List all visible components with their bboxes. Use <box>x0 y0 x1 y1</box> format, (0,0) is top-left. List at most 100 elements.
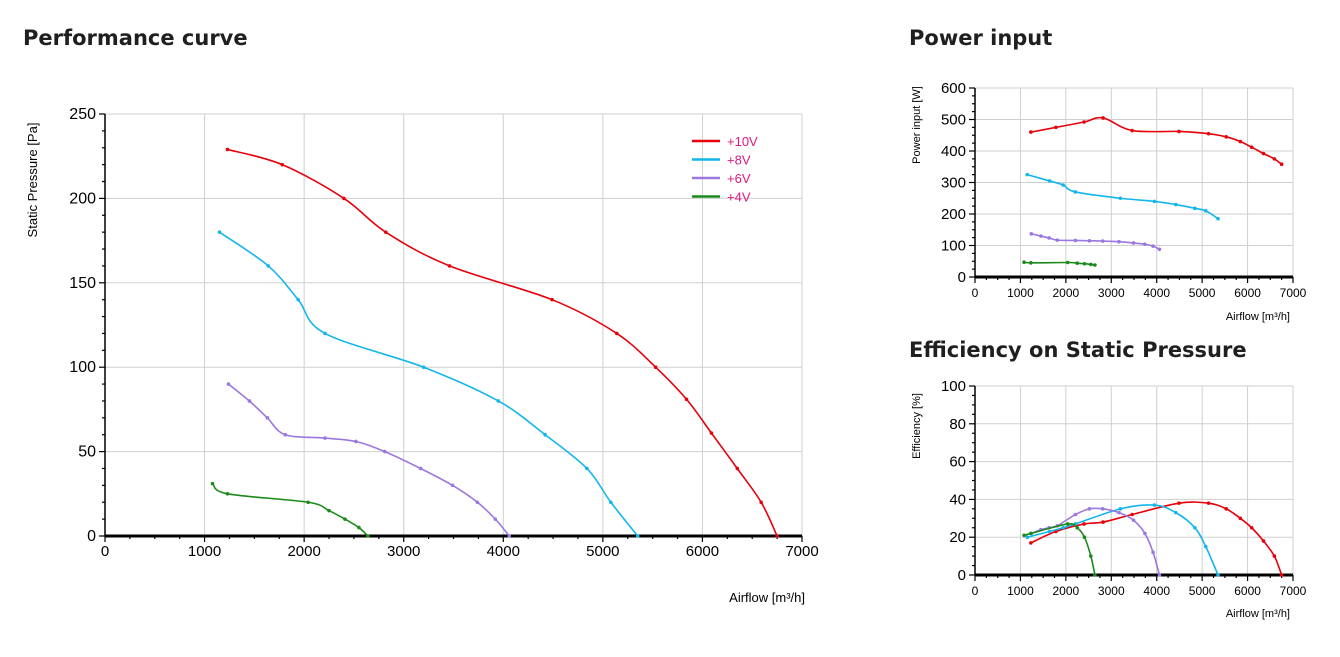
power-data-point <box>1238 139 1243 144</box>
performance-data-point <box>247 399 252 403</box>
power-data-point <box>1101 116 1105 120</box>
efficiency-x-tick-label: 0 <box>972 584 979 598</box>
performance-x-tick-label: 6000 <box>686 543 719 560</box>
efficiency-y-axis-label: Efficiency [%] <box>911 393 923 459</box>
power-data-point <box>1073 238 1078 243</box>
performance-data-point <box>210 481 215 486</box>
power-y-tick-label: 200 <box>941 206 966 223</box>
efficiency-data-point <box>1118 507 1123 511</box>
efficiency-data-point <box>1131 518 1136 522</box>
efficiency-data-point <box>1249 525 1254 530</box>
efficiency-data-point <box>1100 507 1105 511</box>
power-series-plus-10v <box>1029 116 1284 167</box>
efficiency-data-point <box>1089 554 1093 558</box>
performance-data-point <box>382 449 387 454</box>
efficiency-data-point <box>1173 510 1178 515</box>
efficiency-y-tick-label: 80 <box>949 416 966 433</box>
power-data-point <box>1073 190 1078 194</box>
efficiency-series-line <box>1027 504 1219 576</box>
power-data-point <box>1061 183 1065 187</box>
performance-series-plus-6v <box>226 382 512 538</box>
efficiency-data-point <box>1025 535 1030 539</box>
power-title: Power input <box>909 26 1053 50</box>
performance-data-point <box>496 399 501 403</box>
performance-data-point <box>306 500 310 505</box>
power-series-plus-6v <box>1029 232 1162 252</box>
performance-x-tick-label: 1000 <box>188 543 221 560</box>
power-data-point <box>1117 239 1121 244</box>
power-x-tick-label: 2000 <box>1053 286 1080 300</box>
performance-data-point <box>357 525 361 530</box>
performance-data-point <box>342 196 346 201</box>
efficiency-series-line <box>1031 507 1161 576</box>
power-data-point <box>1075 261 1080 265</box>
power-data-point <box>1039 234 1043 238</box>
performance-chart: 0 1000 2000 3000 4000 5000 6000 7000 0 50 100 150 20… <box>25 106 819 605</box>
power-data-point <box>1054 125 1058 130</box>
efficiency-series-plus-10v <box>1029 501 1284 577</box>
power-data-point <box>1193 206 1197 211</box>
power-chart: 0 1000 2000 3000 4000 5000 6000 7000 0 100 200 300 4… <box>911 80 1307 323</box>
efficiency-data-point <box>1029 541 1033 545</box>
power-y-tick-label: 100 <box>941 238 966 255</box>
power-data-point <box>1100 239 1105 243</box>
power-series-plus-8v <box>1025 172 1220 221</box>
performance-data-point <box>225 147 230 152</box>
performance-data-point <box>296 297 300 302</box>
efficiency-y-tick-label: 100 <box>941 378 966 395</box>
efficiency-y-tick-label: 60 <box>949 454 966 471</box>
efficiency-data-point <box>1203 544 1208 549</box>
performance-x-tick-label: 0 <box>101 543 109 560</box>
power-data-point <box>1272 157 1277 161</box>
power-data-point <box>1152 199 1157 204</box>
performance-data-point <box>550 297 554 302</box>
performance-data-point <box>226 382 231 386</box>
performance-y-tick-label: 150 <box>69 275 96 292</box>
efficiency-data-point <box>1193 525 1197 530</box>
power-series-plus-4v <box>1022 260 1097 267</box>
performance-x-tick-label: 4000 <box>487 543 520 560</box>
efficiency-title: Efficiency on Static Pressure <box>909 338 1247 362</box>
power-data-point <box>1025 172 1030 177</box>
performance-data-point <box>709 431 714 435</box>
power-data-point <box>1279 162 1284 167</box>
performance-data-point <box>323 331 327 336</box>
efficiency-data-point <box>1157 573 1162 577</box>
power-y-tick-label: 400 <box>941 143 966 160</box>
efficiency-data-point <box>1022 533 1026 538</box>
efficiency-x-tick-label: 3000 <box>1098 584 1125 598</box>
efficiency-data-point <box>1238 516 1243 521</box>
efficiency-data-point <box>1143 531 1147 536</box>
performance-data-point <box>653 365 658 370</box>
efficiency-series-plus-4v <box>1022 522 1097 577</box>
power-y-tick-label: 600 <box>941 80 966 97</box>
power-data-point <box>1143 242 1147 247</box>
power-x-tick-label: 5000 <box>1189 286 1216 300</box>
performance-data-point <box>421 365 426 370</box>
performance-data-point <box>493 517 498 521</box>
power-data-point <box>1089 262 1093 267</box>
efficiency-data-point <box>1061 525 1065 530</box>
performance-data-point <box>507 534 512 538</box>
performance-data-point <box>609 500 613 505</box>
efficiency-data-point <box>1065 522 1070 526</box>
performance-y-tick-label: 250 <box>69 106 96 123</box>
performance-data-point <box>354 439 358 444</box>
performance-y-tick-label: 100 <box>69 359 96 376</box>
power-data-point <box>1130 128 1134 133</box>
performance-series-line <box>219 231 639 537</box>
power-series-line <box>1031 233 1160 250</box>
performance-legend: +10V +8V +6V +4V <box>692 134 758 205</box>
efficiency-data-point <box>1075 525 1080 530</box>
power-data-point <box>1029 130 1033 134</box>
performance-data-point <box>343 517 347 521</box>
power-data-point <box>1082 120 1086 124</box>
performance-y-tick-label: 200 <box>69 190 96 207</box>
performance-data-point <box>614 331 619 336</box>
power-data-point <box>1151 244 1155 248</box>
performance-series-line <box>227 148 778 537</box>
performance-series-plus-8v <box>217 230 640 538</box>
power-data-point <box>1029 232 1034 236</box>
efficiency-x-tick-label: 5000 <box>1189 584 1216 598</box>
